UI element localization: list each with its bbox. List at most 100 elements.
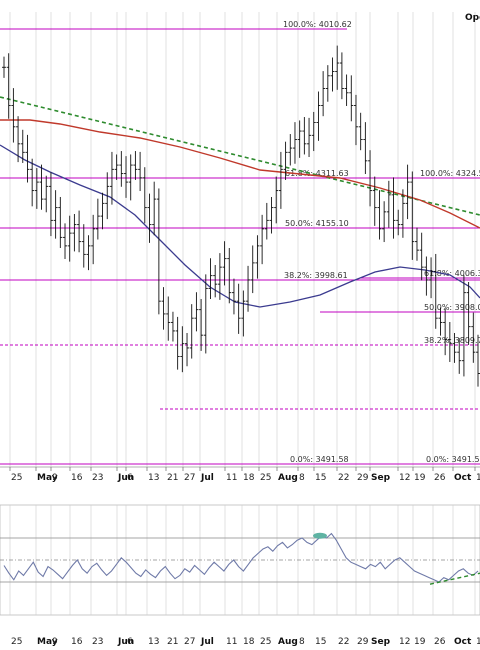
- fib-level-label: 100.0%: 4010.62: [283, 20, 352, 29]
- price-bar: [86, 235, 91, 271]
- fib-level-label: 0.0%: 3491.58: [290, 455, 349, 464]
- price-bar: [25, 134, 30, 183]
- fib-level-label: 50.0%: 4155.10: [285, 219, 349, 228]
- price-bar: [105, 172, 110, 220]
- price-bar: [133, 151, 138, 180]
- oscillator-tick-label: 12: [399, 637, 410, 647]
- price-tick-label: Jun: [117, 473, 134, 483]
- price-bar: [382, 201, 387, 243]
- price-bar: [231, 278, 236, 315]
- price-bar: [194, 292, 199, 332]
- price-bar: [438, 307, 443, 336]
- price-tick-label: Jul: [200, 473, 214, 483]
- price-bar: [335, 45, 340, 90]
- oscillator-series: [3, 532, 479, 583]
- price-bar: [325, 65, 330, 102]
- price-tick-label: 8: [299, 473, 305, 483]
- oscillator-tick-label: 25: [11, 637, 22, 647]
- price-bar: [255, 235, 260, 279]
- price-bar: [452, 333, 457, 363]
- price-bar: [170, 311, 175, 342]
- price-bar: [264, 202, 269, 240]
- price-tick-label: 12: [399, 473, 410, 483]
- price-bar: [128, 154, 133, 201]
- oscillator-tick-label: 9: [52, 637, 58, 647]
- price-bar: [283, 141, 288, 180]
- open-label: Ope: [465, 13, 480, 23]
- price-bar: [330, 57, 335, 92]
- price-bar: [124, 156, 129, 198]
- oscillator-tick-label: 11: [226, 637, 237, 647]
- price-tick-label: Sep: [371, 473, 391, 483]
- price-bar: [368, 150, 373, 207]
- price-bar: [241, 290, 246, 337]
- price-bar: [67, 215, 72, 262]
- price-tick-label: May: [37, 473, 58, 483]
- price-bar: [2, 56, 6, 78]
- price-bar: [53, 190, 58, 239]
- price-bar: [414, 227, 419, 261]
- price-tick-label: 21: [167, 473, 178, 483]
- price-bar: [34, 168, 39, 209]
- oscillator-overbought-fill: [313, 532, 327, 539]
- price-bar: [11, 88, 16, 143]
- price-tick-label: 6: [127, 473, 133, 483]
- price-bar: [95, 198, 100, 240]
- price-tick-label: 13: [148, 473, 159, 483]
- price-tick-label: Aug: [278, 473, 298, 483]
- fib-level-label: 38.2%: 3998.61: [284, 271, 348, 280]
- trendline: [0, 96, 480, 216]
- oscillator-tick-label: Oct: [454, 637, 472, 647]
- fib-level-label: 100.0%: 4324.5: [420, 169, 480, 178]
- oscillator-tick-label: 18: [243, 637, 255, 647]
- price-bar: [410, 171, 415, 260]
- fib-level-label: 38.2%: 3809.7: [424, 336, 480, 345]
- price-bar: [203, 274, 208, 354]
- price-bar: [307, 117, 312, 158]
- price-bar: [250, 245, 255, 294]
- price-tick-label: Oct: [454, 473, 472, 483]
- price-bar: [142, 167, 147, 224]
- price-bar: [63, 223, 68, 260]
- price-tick-label: 22: [338, 473, 349, 483]
- oscillator-tick-label: Sep: [371, 637, 391, 647]
- price-tick-label: 11: [226, 473, 237, 483]
- price-bar: [466, 282, 471, 345]
- oscillator-tick-label: 26: [434, 637, 446, 647]
- price-bar: [185, 333, 190, 367]
- price-bar: [156, 188, 161, 315]
- price-tick-label: 18: [243, 473, 255, 483]
- oscillator-tick-label: 22: [338, 637, 349, 647]
- price-tick-label: 23: [92, 473, 103, 483]
- price-bar: [20, 129, 25, 163]
- price-bar: [321, 71, 326, 117]
- price-bar: [208, 258, 213, 300]
- oscillator-panel: [0, 504, 480, 616]
- price-bar: [269, 196, 274, 234]
- price-bar: [175, 316, 180, 370]
- price-bar: [100, 192, 105, 230]
- price-tick-label: 25: [260, 473, 271, 483]
- price-tick-label: 19: [414, 473, 426, 483]
- price-bar: [288, 134, 293, 166]
- price-bar: [147, 193, 152, 243]
- price-bar: [429, 257, 434, 299]
- oscillator-tick-label: 21: [167, 637, 178, 647]
- price-bar: [236, 283, 241, 334]
- price-bar: [180, 326, 185, 373]
- price-bar: [353, 94, 358, 146]
- price-tick-label: 29: [357, 473, 369, 483]
- price-bar: [81, 224, 86, 268]
- price-bar: [30, 158, 35, 207]
- price-bar: [344, 74, 349, 106]
- oscillator-tick-label: 8: [299, 637, 305, 647]
- price-bar: [109, 151, 114, 205]
- price-bar: [443, 308, 448, 356]
- price-bar: [386, 180, 391, 228]
- oscillator-tick-label: 19: [414, 637, 426, 647]
- price-bar: [44, 175, 49, 213]
- oscillator-tick-label: Jul: [200, 637, 214, 647]
- price-tick-label: 16: [71, 473, 83, 483]
